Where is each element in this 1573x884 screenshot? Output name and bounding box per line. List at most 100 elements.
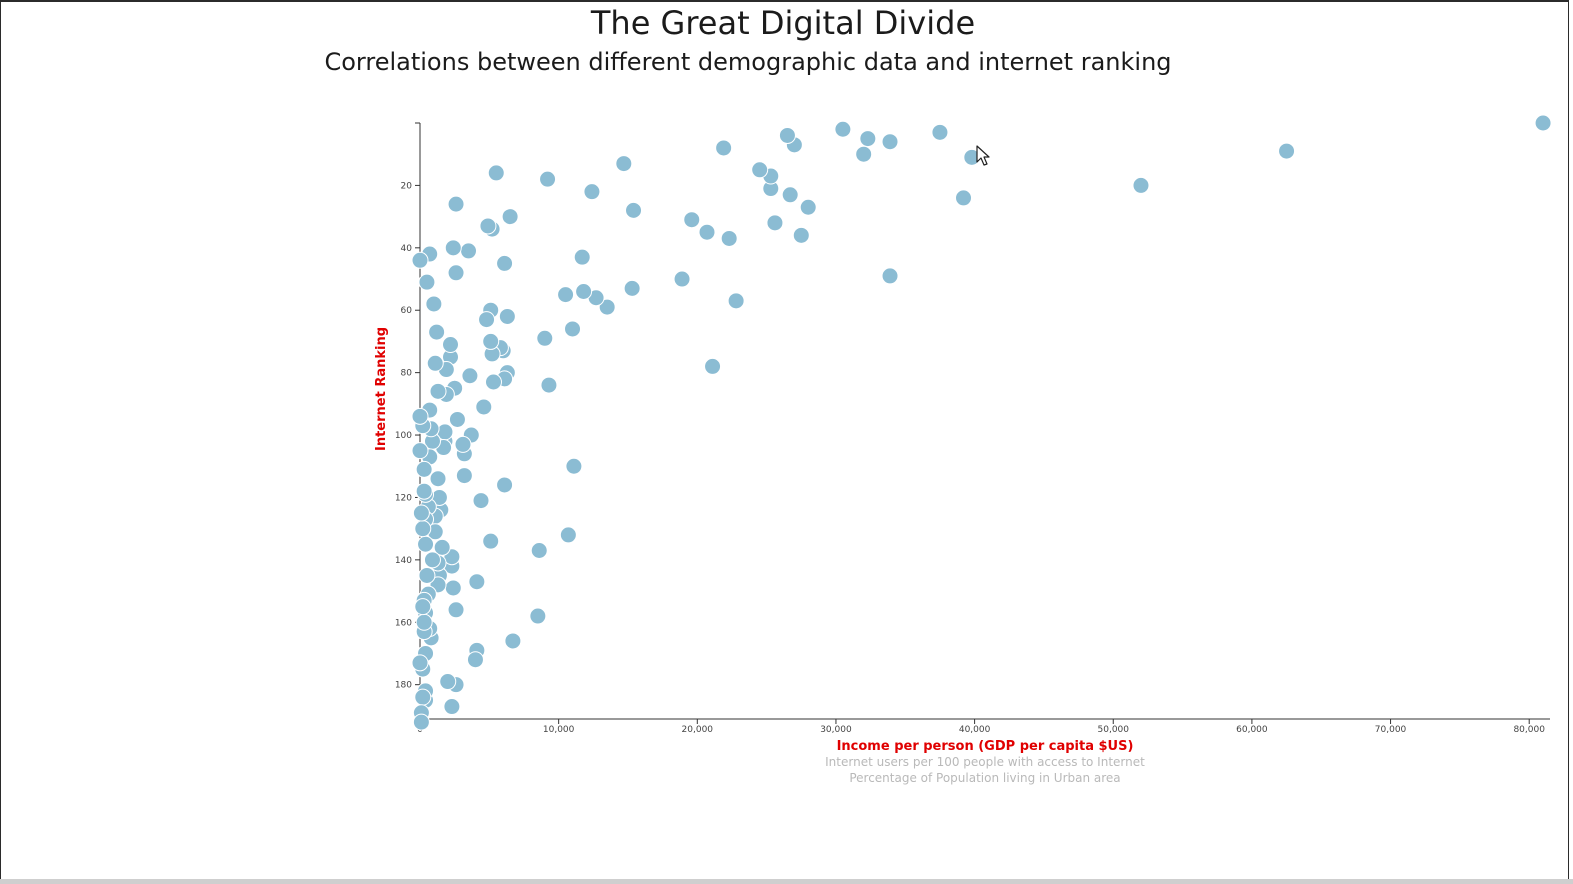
y-tick-label: 20 bbox=[401, 181, 413, 191]
scatter-point[interactable] bbox=[447, 195, 465, 213]
scatter-point[interactable] bbox=[415, 613, 433, 631]
scatter-point[interactable] bbox=[575, 283, 593, 301]
scatter-point[interactable] bbox=[498, 307, 516, 325]
x-axis-option-urban-population[interactable]: Percentage of Population living in Urban… bbox=[849, 771, 1120, 785]
scatter-point[interactable] bbox=[881, 267, 899, 285]
x-axis-option-internet-users[interactable]: Internet users per 100 people with acces… bbox=[825, 755, 1145, 769]
scatter-point[interactable] bbox=[1278, 142, 1296, 160]
scatter-point[interactable] bbox=[778, 126, 796, 144]
scatter-point[interactable] bbox=[414, 688, 432, 706]
scatter-point[interactable] bbox=[1534, 114, 1552, 132]
scatter-point[interactable] bbox=[411, 442, 429, 460]
scatter-point[interactable] bbox=[418, 566, 436, 584]
scatter-point[interactable] bbox=[478, 311, 496, 329]
scatter-point[interactable] bbox=[443, 698, 461, 716]
scatter-point[interactable] bbox=[423, 551, 441, 569]
scatter-point[interactable] bbox=[536, 329, 554, 347]
scatter-point[interactable] bbox=[615, 155, 633, 173]
scatter-point[interactable] bbox=[623, 279, 641, 297]
scatter-point[interactable] bbox=[411, 407, 429, 425]
x-tick-label: 30,000 bbox=[820, 725, 852, 735]
scatter-point[interactable] bbox=[433, 538, 451, 556]
scatter-point[interactable] bbox=[501, 208, 519, 226]
scatter-point[interactable] bbox=[475, 398, 493, 416]
scatter-point[interactable] bbox=[496, 476, 514, 494]
scatter-point[interactable] bbox=[428, 323, 446, 341]
scatter-point[interactable] bbox=[559, 526, 577, 544]
page-subtitle: Correlations between different demograph… bbox=[324, 48, 1172, 76]
scatter-point[interactable] bbox=[415, 482, 433, 500]
scatter-point[interactable] bbox=[496, 254, 514, 272]
scatter-point[interactable] bbox=[504, 632, 522, 650]
scatter-point[interactable] bbox=[461, 367, 479, 385]
scatter-point[interactable] bbox=[727, 292, 745, 310]
scatter-point[interactable] bbox=[439, 673, 457, 691]
scatter-point[interactable] bbox=[411, 654, 429, 672]
scatter-point[interactable] bbox=[529, 607, 547, 625]
scatter-point[interactable] bbox=[455, 467, 473, 485]
scatter-point[interactable] bbox=[931, 123, 949, 141]
x-axis-label[interactable]: Income per person (GDP per capita $US) bbox=[837, 739, 1134, 754]
scatter-point[interactable] bbox=[482, 532, 500, 550]
scatter-point[interactable] bbox=[414, 598, 432, 616]
scatter-point[interactable] bbox=[444, 579, 462, 597]
scatter-point[interactable] bbox=[565, 457, 583, 475]
scatter-point[interactable] bbox=[704, 357, 722, 375]
window-bottom-border bbox=[0, 879, 1573, 884]
scatter-point[interactable] bbox=[698, 223, 716, 241]
scatter-point[interactable] bbox=[447, 601, 465, 619]
scatter-point[interactable] bbox=[781, 186, 799, 204]
scatter-point[interactable] bbox=[683, 211, 701, 229]
scatter-point[interactable] bbox=[1132, 176, 1150, 194]
scatter-point[interactable] bbox=[479, 217, 497, 235]
scatter-point[interactable] bbox=[583, 183, 601, 201]
scatter-point[interactable] bbox=[418, 273, 436, 291]
scatter-point[interactable] bbox=[881, 133, 899, 151]
scatter-point[interactable] bbox=[417, 535, 435, 553]
scatter-point[interactable] bbox=[855, 145, 873, 163]
scatter-point[interactable] bbox=[447, 264, 465, 282]
scatter-point[interactable] bbox=[468, 573, 486, 591]
scatter-point[interactable] bbox=[460, 242, 478, 260]
scatter-point[interactable] bbox=[426, 354, 444, 372]
scatter-point[interactable] bbox=[448, 410, 466, 428]
y-tick-label: 40 bbox=[401, 244, 413, 254]
x-axis: 010,00020,00030,00040,00050,00060,00070,… bbox=[417, 718, 1550, 735]
scatter-point[interactable] bbox=[412, 713, 430, 731]
y-tick-label: 180 bbox=[395, 681, 412, 691]
scatter-point[interactable] bbox=[751, 161, 769, 179]
scatter-point[interactable] bbox=[415, 460, 433, 478]
scatter-point[interactable] bbox=[573, 248, 591, 266]
scatter-point[interactable] bbox=[442, 336, 460, 354]
scatter-point[interactable] bbox=[557, 286, 575, 304]
scatter-point[interactable] bbox=[411, 251, 429, 269]
scatter-point[interactable] bbox=[673, 270, 691, 288]
scatter-point[interactable] bbox=[799, 198, 817, 216]
scatter-point[interactable] bbox=[539, 170, 557, 188]
scatter-point[interactable] bbox=[454, 435, 472, 453]
scatter-point[interactable] bbox=[444, 239, 462, 257]
scatter-point[interactable] bbox=[564, 320, 582, 338]
scatter-point[interactable] bbox=[487, 164, 505, 182]
scatter-point[interactable] bbox=[955, 189, 973, 207]
scatter-point[interactable] bbox=[859, 130, 877, 148]
scatter-point[interactable] bbox=[598, 298, 616, 316]
scatter-point[interactable] bbox=[530, 541, 548, 559]
scatter-point[interactable] bbox=[482, 332, 500, 350]
scatter-point[interactable] bbox=[792, 226, 810, 244]
scatter-point[interactable] bbox=[414, 520, 432, 538]
scatter-point[interactable] bbox=[484, 373, 502, 391]
scatter-point[interactable] bbox=[429, 470, 447, 488]
scatter-point[interactable] bbox=[834, 120, 852, 138]
scatter-point[interactable] bbox=[625, 201, 643, 219]
scatter-point[interactable] bbox=[466, 651, 484, 669]
scatter-point[interactable] bbox=[412, 504, 430, 522]
scatter-point[interactable] bbox=[472, 492, 490, 510]
scatter-point[interactable] bbox=[425, 295, 443, 313]
scatter-point[interactable] bbox=[766, 214, 784, 232]
scatter-point[interactable] bbox=[429, 382, 447, 400]
scatter-point[interactable] bbox=[720, 229, 738, 247]
scatter-point[interactable] bbox=[715, 139, 733, 157]
scatter-point[interactable] bbox=[540, 376, 558, 394]
